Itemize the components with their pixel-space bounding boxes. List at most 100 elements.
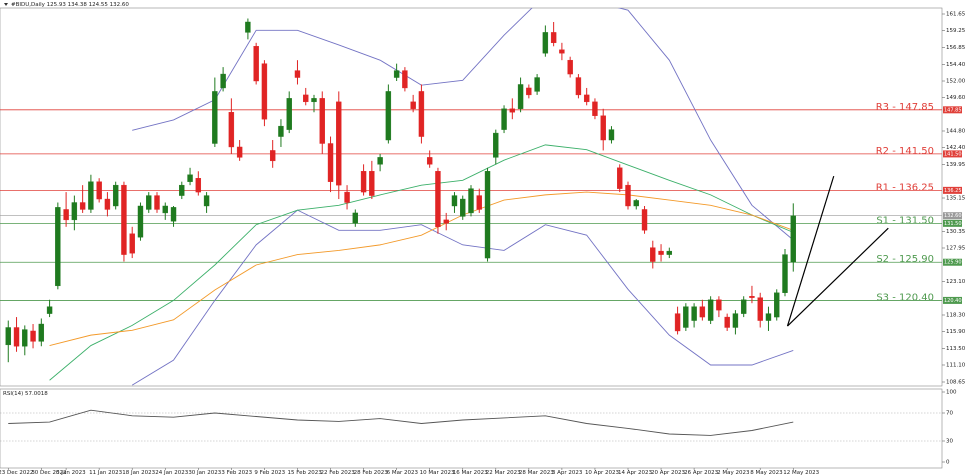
y-tick-label: 108.65	[946, 380, 966, 386]
chart-title: #BIDU,Daily 125.93 134.38 124.55 132.60	[11, 2, 129, 8]
candle-body	[435, 171, 441, 228]
y-tick-label: 139.95	[946, 162, 966, 168]
candle-body	[46, 306, 53, 314]
y-tick-label: 113.50	[946, 346, 966, 352]
candle-body	[336, 101, 342, 186]
x-tick-label: 10 Apr 2023	[585, 470, 620, 476]
level-tag	[943, 258, 962, 266]
candle-body	[294, 70, 301, 78]
y-tick-label: 154.40	[946, 62, 966, 68]
x-tick-label: 5 Jan 2023	[56, 470, 86, 476]
candle-body	[393, 70, 400, 78]
candle-body	[261, 63, 268, 120]
candle-body	[732, 313, 739, 328]
x-tick-label: 6 Mar 2023	[387, 470, 419, 476]
y-tick-label: 115.90	[946, 329, 966, 335]
y-tick-label: 149.60	[946, 95, 966, 101]
candle-body	[608, 129, 615, 141]
candle-body	[245, 21, 251, 33]
axes: 161.65 159.25 156.85 154.40 152.00 149.60 144.…	[0, 12, 966, 476]
x-tick-label: 30 Jan 2023	[188, 470, 221, 476]
candle-body	[476, 195, 482, 210]
price-plot	[0, 8, 942, 386]
candle-body	[501, 108, 507, 130]
rsi-line	[8, 409, 794, 436]
level-label: R1 - 136.25	[876, 182, 934, 193]
candle-body	[30, 330, 36, 342]
y-tick-label: 111.10	[946, 362, 966, 368]
level-label: S2 - 125.90	[876, 254, 934, 265]
indicator-line	[131, 209, 794, 386]
candle-body	[311, 98, 317, 103]
candle-body	[369, 171, 375, 196]
indicator-line	[49, 144, 794, 381]
x-tick-label: 8 May 2023	[750, 470, 783, 476]
rsi-tick-label: 70	[946, 411, 953, 417]
candle-body	[790, 215, 796, 263]
candle-body	[592, 101, 598, 116]
candle-body	[426, 157, 433, 165]
x-tick-label: 28 Mar 2023	[519, 470, 554, 476]
level-tag	[943, 106, 962, 114]
candle-body	[203, 195, 210, 207]
x-tick-label: 22 Mar 2023	[486, 470, 521, 476]
level-tag-label: 136.25	[944, 188, 962, 194]
candle-body	[179, 184, 185, 196]
x-tick-label: 28 Feb 2023	[354, 470, 389, 476]
candle-body	[699, 306, 706, 318]
y-tick-label: 156.85	[946, 45, 966, 51]
candle-body	[443, 219, 449, 224]
candle-body	[22, 329, 28, 347]
level-tag-label: 120.40	[944, 298, 962, 304]
x-tick-label: 15 Feb 2023	[287, 470, 322, 476]
candle-body	[170, 207, 177, 222]
candle-body	[88, 181, 94, 210]
candle-body	[236, 146, 243, 158]
candle-body	[666, 250, 673, 255]
x-tick-label: 22 Feb 2023	[321, 470, 356, 476]
rsi-tick-label: 30	[946, 439, 953, 445]
candle-body	[617, 167, 623, 189]
candle-body	[509, 108, 516, 113]
y-tick-label: 135.15	[946, 196, 966, 202]
candle-body	[460, 198, 466, 217]
candle-body	[286, 98, 292, 130]
candle-body	[468, 188, 474, 214]
level-tag	[943, 219, 962, 227]
candle-body	[749, 296, 755, 298]
y-tick-label: 123.10	[946, 279, 966, 285]
y-tick-label: 161.65	[946, 12, 966, 18]
indicator-line	[132, 8, 794, 241]
candle-body	[716, 299, 722, 311]
x-tick-label: 9 Feb 2023	[254, 470, 285, 476]
current-price-label: 132.60	[944, 213, 962, 219]
candle-body	[641, 209, 648, 231]
candle-body	[195, 178, 202, 193]
candle-body	[583, 94, 590, 103]
x-tick-label: 30 Dec 2022	[31, 470, 66, 476]
candle-body	[484, 171, 491, 259]
level-tag	[943, 186, 962, 194]
candle-body	[303, 94, 309, 103]
candle-body	[567, 59, 573, 75]
level-label: R3 - 147.85	[876, 102, 934, 113]
candle-body	[319, 98, 325, 144]
candle-body	[38, 323, 45, 342]
candle-body	[418, 91, 425, 137]
x-tick-label: 3 Apr 2023	[552, 470, 583, 476]
candle-body	[542, 32, 549, 54]
level-tag-label: 147.85	[944, 107, 962, 113]
candle-body	[269, 150, 276, 162]
y-tick-label: 142.40	[946, 145, 966, 151]
candle-body	[740, 299, 747, 314]
candle-body	[683, 306, 689, 328]
candle-body	[782, 254, 788, 293]
x-tick-label: 2 May 2023	[717, 470, 750, 476]
x-tick-label: 18 Jan 2023	[122, 470, 155, 476]
level-tag-label: 131.50	[944, 221, 962, 227]
level-label: S3 - 120.40	[876, 292, 934, 303]
level-tag-label: 125.90	[944, 260, 962, 266]
candle-body	[385, 91, 392, 141]
candle-body	[757, 297, 763, 321]
